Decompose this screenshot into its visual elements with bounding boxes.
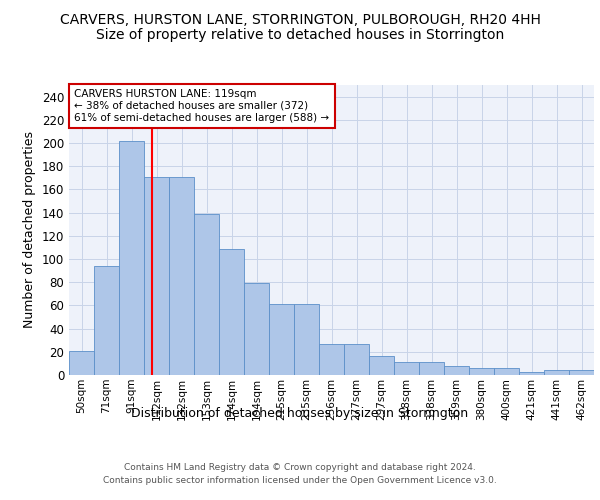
Bar: [319, 344, 344, 375]
Bar: [494, 368, 519, 375]
Bar: [294, 304, 319, 375]
Bar: [394, 362, 419, 375]
Bar: [94, 266, 119, 375]
Bar: [369, 356, 394, 375]
Text: Distribution of detached houses by size in Storrington: Distribution of detached houses by size …: [131, 408, 469, 420]
Bar: [444, 366, 469, 375]
Bar: [144, 176, 169, 375]
Bar: [69, 350, 94, 375]
Bar: [469, 368, 494, 375]
Bar: [219, 248, 244, 375]
Bar: [419, 362, 444, 375]
Bar: [544, 370, 569, 375]
Bar: [194, 214, 219, 375]
Bar: [269, 304, 294, 375]
Bar: [169, 176, 194, 375]
Y-axis label: Number of detached properties: Number of detached properties: [23, 132, 36, 328]
Bar: [244, 284, 269, 375]
Bar: [344, 344, 369, 375]
Text: Size of property relative to detached houses in Storrington: Size of property relative to detached ho…: [96, 28, 504, 42]
Text: CARVERS HURSTON LANE: 119sqm
← 38% of detached houses are smaller (372)
61% of s: CARVERS HURSTON LANE: 119sqm ← 38% of de…: [74, 90, 329, 122]
Text: Contains HM Land Registry data © Crown copyright and database right 2024.: Contains HM Land Registry data © Crown c…: [124, 462, 476, 471]
Bar: [519, 372, 544, 375]
Text: Contains public sector information licensed under the Open Government Licence v3: Contains public sector information licen…: [103, 476, 497, 485]
Bar: [569, 370, 594, 375]
Text: CARVERS, HURSTON LANE, STORRINGTON, PULBOROUGH, RH20 4HH: CARVERS, HURSTON LANE, STORRINGTON, PULB…: [59, 12, 541, 26]
Bar: [119, 140, 144, 375]
